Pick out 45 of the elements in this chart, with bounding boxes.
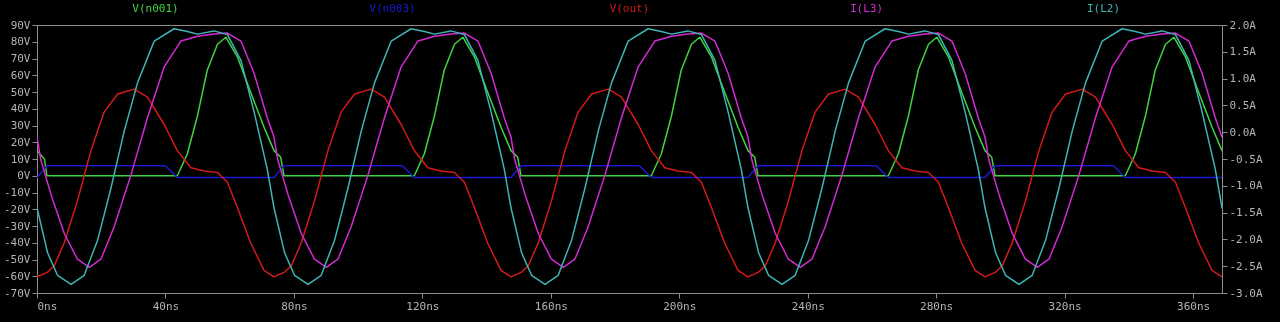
y2-tick-label: -1.5A [1229,206,1263,220]
y2-tick-label: -3.0A [1229,286,1263,300]
y-tick-label: 90V [10,18,31,32]
x-tick-label: 200ns [663,299,697,313]
y-tick-label: 20V [10,135,31,149]
x-tick-label: 160ns [534,299,568,313]
y2-tick-label: -2.0A [1229,232,1263,246]
y2-tick-label: -2.5A [1229,259,1263,273]
text: V(n003) [369,1,416,15]
x-tick-label: 120ns [406,299,440,313]
y2-tick-label: 2.0A [1229,18,1257,32]
y-tick-label: 70V [10,52,31,65]
y2-tick-label: 0.5A [1229,98,1257,112]
line-series [37,36,1222,177]
x-tick-label: 280ns [920,299,954,313]
text: V(out) [609,1,650,15]
y-tick-label: -20V [4,202,31,216]
y-tick-label: -40V [4,236,31,250]
y-tick-label: 60V [10,68,31,82]
text: V(n001) [132,1,179,15]
series-label: I(L2) [1086,1,1121,15]
y-tick-label: -70V [4,286,31,300]
y-tick-label: -30V [4,219,31,233]
x-tick-label: 0ns [37,299,58,313]
y2-tick-label: 1.0A [1229,72,1257,86]
y-tick-label: 30V [10,119,31,132]
y2-tick-label: -1.0A [1229,179,1263,193]
y-tick-label: 80V [10,35,31,49]
x-tick-label: 40ns [152,299,180,313]
y-tick-label: -60V [4,269,31,283]
y-tick-label: -10V [4,186,31,199]
y2-tick-label: 0.0A [1229,125,1257,139]
y-tick-label: -50V [4,253,31,266]
line-series [37,88,1222,278]
x-tick-label: 360ns [1177,299,1211,313]
y-tick-label: 50V [10,85,31,99]
y2-tick-label: 1.5A [1229,45,1257,59]
y2-tick-label: -0.5A [1229,152,1263,166]
text: I(L3) [849,1,884,15]
x-tick-label: 240ns [791,299,825,313]
x-tick-label: 320ns [1048,299,1082,313]
x-tick-label: 80ns [281,299,308,313]
y-tick-label: 40V [10,102,31,116]
y-tick-label: 0V [17,169,31,183]
y-tick-label: 10V [10,152,31,166]
